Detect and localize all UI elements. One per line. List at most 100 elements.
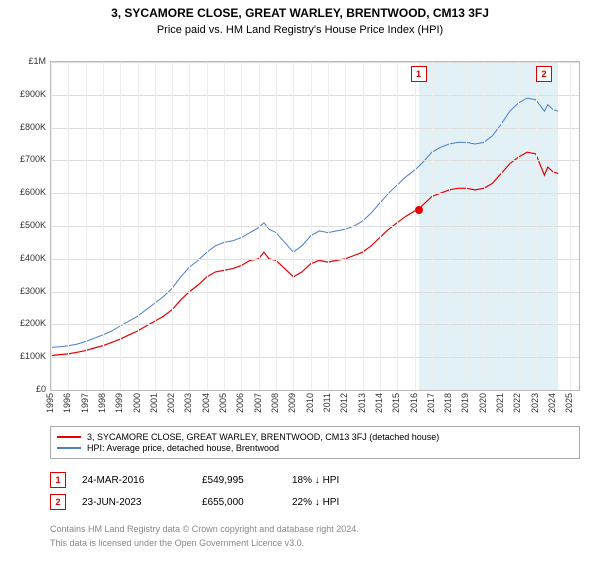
gridline-v xyxy=(311,62,312,390)
sale-diff: 18% ↓ HPI xyxy=(292,475,382,486)
gridline-v xyxy=(172,62,173,390)
gridline-h xyxy=(51,128,579,129)
xtick-label: 2006 xyxy=(235,393,245,413)
gridline-v xyxy=(380,62,381,390)
gridline-v xyxy=(415,62,416,390)
xtick-label: 1999 xyxy=(114,393,124,413)
legend-label: 3, SYCAMORE CLOSE, GREAT WARLEY, BRENTWO… xyxy=(87,432,439,442)
xtick-label: 2012 xyxy=(339,393,349,413)
xtick-label: 2018 xyxy=(443,393,453,413)
xtick-label: 2025 xyxy=(564,393,574,413)
chart-subtitle: Price paid vs. HM Land Registry's House … xyxy=(0,24,600,36)
gridline-v xyxy=(466,62,467,390)
xtick-label: 1998 xyxy=(97,393,107,413)
ytick-label: £800K xyxy=(0,122,46,132)
gridline-h xyxy=(51,95,579,96)
xtick-label: 2021 xyxy=(495,393,505,413)
gridline-v xyxy=(518,62,519,390)
legend-item-property: 3, SYCAMORE CLOSE, GREAT WARLEY, BRENTWO… xyxy=(57,432,573,442)
xtick-label: 2007 xyxy=(253,393,263,413)
ytick-label: £700K xyxy=(0,154,46,164)
gridline-v xyxy=(570,62,571,390)
legend: 3, SYCAMORE CLOSE, GREAT WARLEY, BRENTWO… xyxy=(50,426,580,459)
sale-row: 1 24-MAR-2016 £549,995 18% ↓ HPI xyxy=(50,472,580,488)
xtick-label: 2024 xyxy=(547,393,557,413)
xtick-label: 2009 xyxy=(287,393,297,413)
legend-label: HPI: Average price, detached house, Bren… xyxy=(87,443,279,453)
gridline-v xyxy=(120,62,121,390)
sale-date: 23-JUN-2023 xyxy=(82,497,202,508)
gridline-v xyxy=(189,62,190,390)
sale-flag-icon: 2 xyxy=(50,494,66,510)
gridline-v xyxy=(449,62,450,390)
gridline-h xyxy=(51,160,579,161)
gridline-v xyxy=(484,62,485,390)
plot-area: 12 xyxy=(50,61,580,391)
xtick-label: 2019 xyxy=(460,393,470,413)
gridline-v xyxy=(293,62,294,390)
xtick-label: 2016 xyxy=(409,393,419,413)
chart-title: 3, SYCAMORE CLOSE, GREAT WARLEY, BRENTWO… xyxy=(0,6,600,20)
legend-swatch xyxy=(57,447,81,449)
gridline-h xyxy=(51,193,579,194)
xtick-label: 1995 xyxy=(45,393,55,413)
ytick-label: £200K xyxy=(0,318,46,328)
sale-price: £549,995 xyxy=(202,475,292,486)
ytick-label: £1M xyxy=(0,56,46,66)
xtick-label: 2010 xyxy=(305,393,315,413)
gridline-v xyxy=(207,62,208,390)
gridline-v xyxy=(241,62,242,390)
gridline-v xyxy=(224,62,225,390)
xtick-label: 2004 xyxy=(201,393,211,413)
legend-swatch xyxy=(57,436,81,438)
xtick-label: 2013 xyxy=(357,393,367,413)
xtick-label: 2015 xyxy=(391,393,401,413)
legend-item-hpi: HPI: Average price, detached house, Bren… xyxy=(57,443,573,453)
ytick-label: £0 xyxy=(0,384,46,394)
xtick-label: 1996 xyxy=(62,393,72,413)
sale-flag-icon: 1 xyxy=(50,472,66,488)
ytick-label: £900K xyxy=(0,89,46,99)
xtick-label: 2022 xyxy=(512,393,522,413)
gridline-v xyxy=(68,62,69,390)
gridline-v xyxy=(328,62,329,390)
ytick-label: £600K xyxy=(0,187,46,197)
sale-row: 2 23-JUN-2023 £655,000 22% ↓ HPI xyxy=(50,494,580,510)
gridline-v xyxy=(345,62,346,390)
sale-price: £655,000 xyxy=(202,497,292,508)
xtick-label: 2002 xyxy=(166,393,176,413)
ytick-label: £100K xyxy=(0,351,46,361)
sale-marker-dot xyxy=(415,206,423,214)
gridline-h xyxy=(51,259,579,260)
gridline-v xyxy=(51,62,52,390)
gridline-h xyxy=(51,324,579,325)
gridline-v xyxy=(432,62,433,390)
footer-line: Contains HM Land Registry data © Crown c… xyxy=(50,524,359,536)
gridline-v xyxy=(86,62,87,390)
xtick-label: 2008 xyxy=(270,393,280,413)
xtick-label: 1997 xyxy=(80,393,90,413)
xtick-label: 2023 xyxy=(530,393,540,413)
xtick-label: 2000 xyxy=(132,393,142,413)
gridline-v xyxy=(536,62,537,390)
gridline-h xyxy=(51,292,579,293)
ytick-label: £300K xyxy=(0,286,46,296)
gridline-h xyxy=(51,357,579,358)
xtick-label: 2011 xyxy=(322,393,332,412)
chart-container: 3, SYCAMORE CLOSE, GREAT WARLEY, BRENTWO… xyxy=(0,6,600,566)
flag-marker: 2 xyxy=(536,66,552,82)
xtick-label: 2001 xyxy=(149,393,159,413)
gridline-v xyxy=(397,62,398,390)
gridline-v xyxy=(276,62,277,390)
ytick-label: £400K xyxy=(0,253,46,263)
gridline-h xyxy=(51,226,579,227)
gridline-v xyxy=(138,62,139,390)
xtick-label: 2014 xyxy=(374,393,384,413)
xtick-label: 2017 xyxy=(426,393,436,413)
footer-line: This data is licensed under the Open Gov… xyxy=(50,538,304,550)
gridline-v xyxy=(553,62,554,390)
xtick-label: 2003 xyxy=(183,393,193,413)
xtick-label: 2020 xyxy=(478,393,488,413)
xtick-label: 2005 xyxy=(218,393,228,413)
series-line-hpi xyxy=(51,98,558,347)
